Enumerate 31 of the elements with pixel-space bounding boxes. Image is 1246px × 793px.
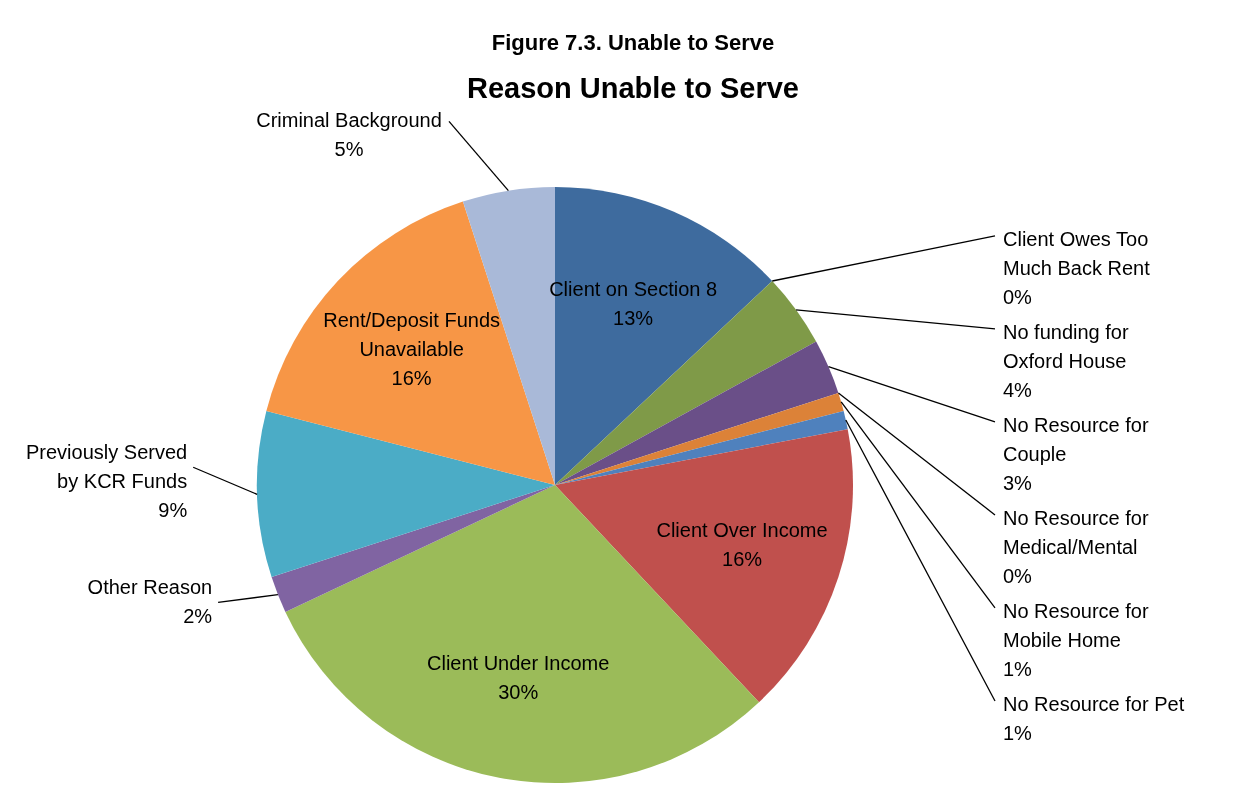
text: 0%: [1003, 564, 1032, 587]
slice-label: Criminal Background: [256, 109, 442, 132]
pie-slice: [271, 485, 555, 612]
pie-slice: [257, 410, 555, 578]
data-label: 1%: [1003, 657, 1033, 680]
chart-subtitle: Reason Unable to Serve: [467, 72, 799, 104]
category-label: No Resource for Medical/Mental: [1003, 506, 1149, 558]
pie-slice: [555, 410, 848, 485]
slice-label: Rent/Deposit Funds Unavailable: [323, 309, 501, 361]
data-label: 9%: [158, 498, 188, 521]
slice-label: No Resource for Pet: [1003, 692, 1185, 715]
data-label: 16%: [722, 548, 763, 571]
data-label: 13%: [613, 307, 654, 329]
category-label: Client Owes Too Much Back Rent: [1003, 227, 1150, 279]
slice-label: No funding for Oxford House: [1003, 320, 1129, 372]
data-label: 4%: [1003, 378, 1033, 401]
slice-label: Other Reason: [87, 575, 213, 598]
slice-label: No Resource for Couple: [1003, 413, 1149, 465]
data-label: 3%: [1003, 471, 1033, 494]
chart-title: Figure 7.3. Unable to Serve: [491, 30, 775, 55]
data-label: 1%: [1003, 721, 1033, 744]
slice-label: Client Over Income: [656, 519, 828, 542]
data-label: 16%: [391, 367, 432, 390]
data-label: 5%: [334, 138, 364, 161]
text: 0%: [1003, 285, 1032, 308]
pie-slice: [555, 341, 839, 485]
slice-label: Client Under Income: [426, 651, 610, 674]
slice-label: No Resource for Mobile Home: [1003, 599, 1149, 651]
data-label: 2%: [183, 604, 213, 627]
slice-label: Previously Served by KCR Funds: [25, 440, 188, 492]
data-label: 30%: [498, 680, 539, 703]
